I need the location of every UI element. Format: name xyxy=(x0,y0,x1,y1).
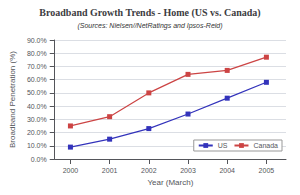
svg-text:2004: 2004 xyxy=(219,167,235,174)
svg-text:50.0%: 50.0% xyxy=(27,89,47,96)
svg-text:2001: 2001 xyxy=(102,167,118,174)
svg-text:40.0%: 40.0% xyxy=(27,103,47,110)
svg-text:70.0%: 70.0% xyxy=(27,63,47,70)
svg-text:10.0%: 10.0% xyxy=(27,142,47,149)
svg-text:20.0%: 20.0% xyxy=(27,129,47,136)
svg-text:0.0%: 0.0% xyxy=(31,156,47,163)
svg-text:Broadband Growth Trends - Home: Broadband Growth Trends - Home (US vs. C… xyxy=(39,7,260,19)
svg-text:2005: 2005 xyxy=(259,167,275,174)
svg-text:60.0%: 60.0% xyxy=(27,76,47,83)
svg-text:2003: 2003 xyxy=(180,167,196,174)
svg-text:90.0%: 90.0% xyxy=(27,37,47,44)
svg-text:30.0%: 30.0% xyxy=(27,116,47,123)
svg-text:2002: 2002 xyxy=(141,167,157,174)
svg-text:Broadband Penetration (%): Broadband Penetration (%) xyxy=(8,51,17,148)
svg-text:US: US xyxy=(218,142,228,149)
svg-text:(Sources: Nielsen//NetRatings: (Sources: Nielsen//NetRatings and Ipsos-… xyxy=(77,22,222,30)
svg-text:Year (March): Year (March) xyxy=(147,178,193,187)
svg-text:80.0%: 80.0% xyxy=(27,50,47,57)
svg-text:Canada: Canada xyxy=(253,142,278,149)
svg-text:2000: 2000 xyxy=(63,167,79,174)
